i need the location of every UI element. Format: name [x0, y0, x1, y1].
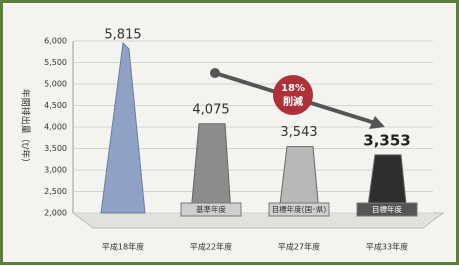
y-tick-label: 6,000 [44, 37, 67, 46]
x-tick-label: 平成33年度 [366, 242, 408, 252]
callout-circle [273, 75, 313, 115]
y-tick-label: 5,000 [44, 80, 67, 89]
annotation: 目標年度(国･県) [272, 204, 327, 214]
value-label: 5,815 [104, 27, 141, 42]
y-tick-label: 3,500 [44, 144, 67, 153]
callout-text: 18% [281, 83, 305, 94]
chart: 年間排出量（t/年） 2,000 2,500 3,000 3,500 4,000 4,50… [3, 3, 456, 262]
x-tick-label: 平成27年度 [278, 242, 320, 252]
x-tick-label: 平成18年度 [102, 242, 144, 252]
y-tick-label: 3,000 [44, 166, 67, 175]
y-tick-label: 4,000 [44, 123, 67, 132]
arrow-start [210, 68, 220, 78]
y-tick-label: 2,000 [44, 209, 67, 218]
callout-text: 削減 [283, 95, 303, 108]
y-tick-label: 4,500 [44, 101, 67, 110]
value-label: 4,075 [192, 102, 229, 117]
bar [101, 43, 145, 213]
frame: 年間排出量（t/年） 2,000 2,500 3,000 3,500 4,000 4,50… [0, 0, 459, 265]
bar [191, 124, 231, 213]
annotation: 目標年度 [372, 204, 402, 214]
value-label: 3,353 [363, 131, 410, 149]
value-label: 3,543 [280, 125, 317, 140]
y-axis-label: 年間排出量（t/年） [20, 89, 32, 168]
annotation: 基準年度 [196, 204, 226, 214]
x-tick-label: 平成22年度 [190, 242, 232, 252]
y-tick-label: 5,500 [44, 58, 67, 67]
y-tick-label: 2,500 [44, 187, 67, 196]
